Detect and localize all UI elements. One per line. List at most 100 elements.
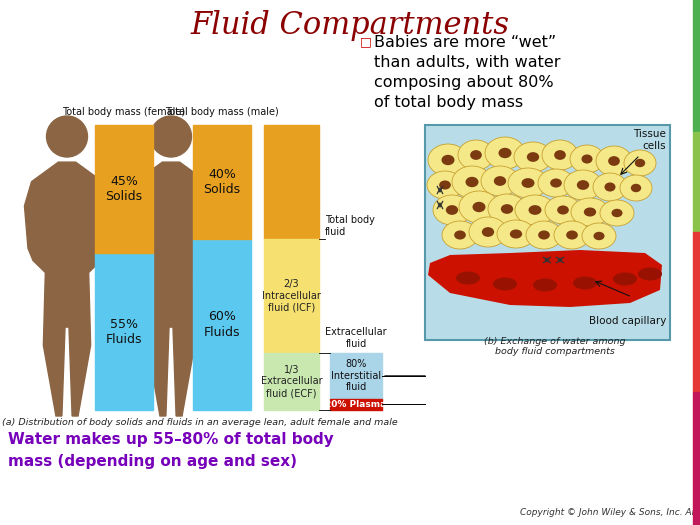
Circle shape	[150, 116, 192, 157]
Ellipse shape	[469, 217, 507, 247]
Ellipse shape	[526, 221, 562, 249]
Ellipse shape	[582, 154, 592, 164]
Polygon shape	[129, 162, 214, 416]
Ellipse shape	[446, 205, 459, 215]
Bar	[264, 353, 319, 410]
Text: Blood capillary: Blood capillary	[589, 316, 666, 326]
Ellipse shape	[605, 183, 615, 192]
Ellipse shape	[508, 168, 548, 198]
Ellipse shape	[533, 278, 557, 291]
Ellipse shape	[527, 152, 539, 162]
Ellipse shape	[550, 178, 562, 187]
Ellipse shape	[481, 166, 519, 196]
Text: 20% Plasma: 20% Plasma	[326, 400, 386, 409]
Text: (a) Distribution of body solids and fluids in an average lean, adult female and : (a) Distribution of body solids and flui…	[2, 418, 398, 427]
Ellipse shape	[500, 204, 513, 214]
Ellipse shape	[466, 177, 479, 187]
Ellipse shape	[582, 223, 616, 249]
Bar	[693, 392, 700, 525]
Ellipse shape	[635, 159, 645, 167]
Bar	[693, 132, 700, 232]
Ellipse shape	[573, 277, 597, 289]
Text: composing about 80%: composing about 80%	[374, 75, 554, 90]
Ellipse shape	[554, 221, 590, 249]
Ellipse shape	[600, 200, 634, 226]
Ellipse shape	[554, 150, 566, 160]
Text: Total body
fluid: Total body fluid	[325, 215, 375, 237]
Ellipse shape	[452, 166, 492, 198]
Text: 1/3
Extracellular
fluid (ECF): 1/3 Extracellular fluid (ECF)	[260, 365, 322, 398]
Ellipse shape	[613, 272, 637, 286]
Bar	[425, 125, 670, 340]
Circle shape	[46, 116, 88, 157]
Ellipse shape	[442, 155, 454, 165]
Bar	[693, 232, 700, 392]
Polygon shape	[428, 250, 662, 307]
Text: 2/3
Intracellular
fluid (ICF): 2/3 Intracellular fluid (ICF)	[262, 279, 321, 312]
Bar	[264, 239, 319, 353]
Ellipse shape	[612, 209, 622, 217]
Ellipse shape	[498, 148, 512, 158]
Text: □: □	[360, 35, 372, 48]
Ellipse shape	[433, 195, 471, 225]
Ellipse shape	[428, 144, 468, 176]
Text: than adults, with water: than adults, with water	[374, 55, 561, 70]
Ellipse shape	[497, 220, 535, 248]
Text: (b) Exchange of water among
body fluid compartments: (b) Exchange of water among body fluid c…	[484, 337, 626, 356]
Ellipse shape	[456, 271, 480, 285]
Ellipse shape	[522, 178, 535, 188]
Bar	[693, 0, 700, 132]
Ellipse shape	[454, 230, 466, 239]
Ellipse shape	[493, 278, 517, 290]
Ellipse shape	[427, 171, 463, 199]
Text: 80%
Interstitial
fluid: 80% Interstitial fluid	[331, 359, 381, 392]
Ellipse shape	[538, 169, 574, 197]
Ellipse shape	[624, 150, 656, 176]
Ellipse shape	[459, 191, 499, 223]
Bar	[330, 398, 382, 410]
Text: Tissue
cells: Tissue cells	[633, 129, 666, 151]
Text: 55%
Fluids: 55% Fluids	[106, 318, 142, 345]
Text: mass (depending on age and sex): mass (depending on age and sex)	[8, 454, 297, 469]
Ellipse shape	[542, 140, 578, 170]
Ellipse shape	[482, 227, 494, 237]
Bar	[193, 239, 251, 410]
Ellipse shape	[638, 268, 662, 280]
Bar	[95, 253, 153, 410]
Ellipse shape	[514, 142, 552, 172]
Ellipse shape	[458, 140, 494, 170]
Ellipse shape	[494, 176, 506, 186]
Text: Extracellular
fluid: Extracellular fluid	[326, 328, 387, 349]
Polygon shape	[25, 162, 109, 416]
Ellipse shape	[485, 137, 525, 169]
Ellipse shape	[442, 221, 478, 249]
Ellipse shape	[596, 146, 632, 176]
Text: 45%
Solids: 45% Solids	[106, 175, 143, 203]
Ellipse shape	[584, 207, 596, 216]
Ellipse shape	[528, 205, 542, 215]
Bar	[330, 353, 382, 398]
Ellipse shape	[515, 195, 555, 225]
Ellipse shape	[570, 145, 604, 173]
Ellipse shape	[545, 196, 581, 224]
Ellipse shape	[557, 205, 569, 215]
Bar	[264, 125, 319, 239]
Ellipse shape	[593, 173, 627, 201]
Ellipse shape	[577, 180, 589, 190]
Ellipse shape	[439, 181, 451, 190]
Text: 60%
Fluids: 60% Fluids	[204, 310, 240, 339]
Text: of total body mass: of total body mass	[374, 95, 523, 110]
Text: Total body mass (male): Total body mass (male)	[165, 107, 279, 117]
Ellipse shape	[566, 230, 578, 239]
Bar	[95, 125, 153, 253]
Ellipse shape	[571, 198, 609, 226]
Ellipse shape	[488, 194, 526, 224]
Bar	[193, 125, 251, 239]
Text: 40%
Solids: 40% Solids	[204, 168, 241, 196]
Ellipse shape	[470, 150, 482, 160]
Text: Copyright © John Wiley & Sons, Inc. All rights reserved.: Copyright © John Wiley & Sons, Inc. All …	[520, 508, 700, 517]
Text: Babies are more “wet”: Babies are more “wet”	[374, 35, 556, 50]
Ellipse shape	[538, 230, 550, 239]
Ellipse shape	[564, 170, 602, 200]
Text: Total body mass (female): Total body mass (female)	[62, 107, 186, 117]
